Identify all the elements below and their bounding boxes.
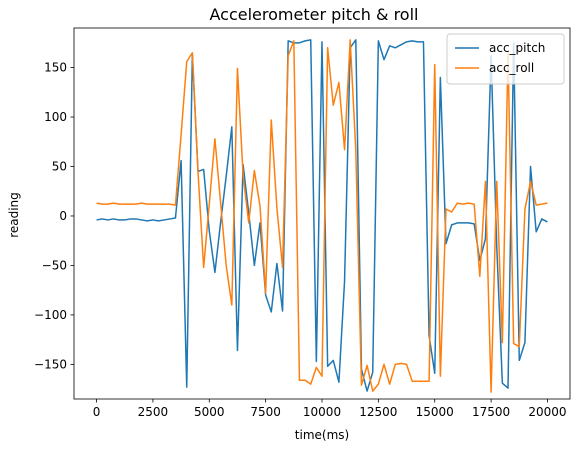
chart-title: Accelerometer pitch & roll bbox=[210, 5, 419, 24]
legend-label-acc_pitch: acc_pitch bbox=[489, 41, 545, 55]
plot-area bbox=[96, 39, 548, 393]
series-line-acc_pitch bbox=[96, 39, 548, 392]
y-tick-label: −150 bbox=[34, 357, 67, 371]
x-tick-label: 12500 bbox=[359, 405, 397, 419]
x-tick-label: 2500 bbox=[138, 405, 169, 419]
x-tick-label: 7500 bbox=[250, 405, 281, 419]
y-tick-label: 100 bbox=[44, 110, 67, 124]
legend-box bbox=[446, 33, 565, 85]
y-tick-label: 0 bbox=[59, 209, 67, 223]
y-tick-label: 150 bbox=[44, 61, 67, 75]
x-tick-label: 20000 bbox=[528, 405, 566, 419]
x-tick-label: 0 bbox=[93, 405, 101, 419]
y-tick-label: 50 bbox=[52, 160, 67, 174]
x-tick-label: 5000 bbox=[194, 405, 225, 419]
x-axis-label: time(ms) bbox=[295, 428, 349, 442]
x-tick-label: 10000 bbox=[303, 405, 341, 419]
y-axis-label: reading bbox=[7, 192, 21, 238]
legend: acc_pitch acc_roll bbox=[446, 33, 565, 85]
x-tick-label: 17500 bbox=[472, 405, 510, 419]
axes: 0 2500 5000 7500 10000 12500 15000 17500 20000 −1… bbox=[34, 27, 571, 419]
y-tick-label: −50 bbox=[42, 258, 67, 272]
y-tick-label: −100 bbox=[34, 308, 67, 322]
legend-label-acc_roll: acc_roll bbox=[489, 61, 534, 75]
series-line-acc_roll bbox=[96, 39, 548, 393]
x-tick-label: 15000 bbox=[416, 405, 454, 419]
